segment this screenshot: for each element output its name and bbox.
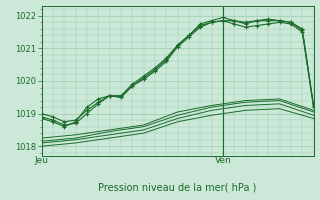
- Text: Jeu: Jeu: [35, 156, 49, 165]
- Text: Ven: Ven: [214, 156, 231, 165]
- Text: Pression niveau de la mer( hPa ): Pression niveau de la mer( hPa ): [99, 183, 257, 193]
